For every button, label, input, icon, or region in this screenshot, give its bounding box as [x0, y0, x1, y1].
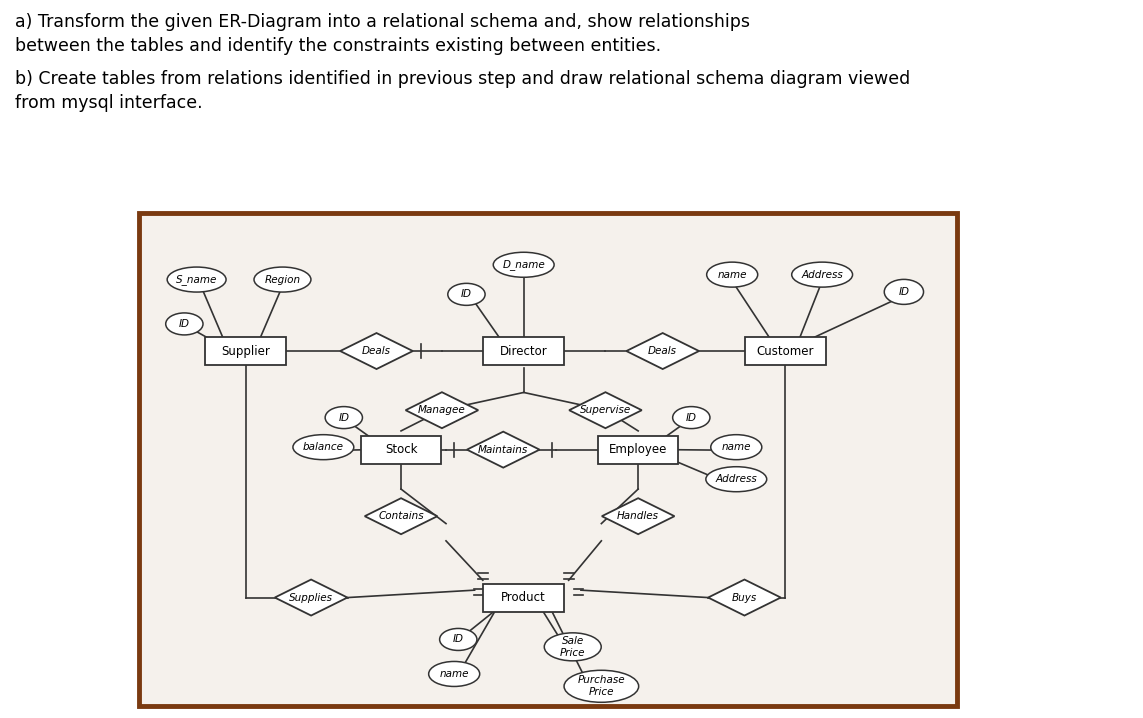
Text: ID: ID — [898, 287, 910, 297]
Polygon shape — [709, 579, 781, 615]
Text: name: name — [439, 669, 469, 679]
Text: Stock: Stock — [385, 443, 417, 456]
Text: Employee: Employee — [609, 443, 668, 456]
Ellipse shape — [325, 406, 362, 429]
Text: Supplies: Supplies — [289, 592, 333, 602]
Polygon shape — [274, 579, 347, 615]
Text: balance: balance — [303, 442, 344, 452]
Ellipse shape — [706, 262, 758, 287]
Text: Purchase
Price: Purchase Price — [577, 676, 625, 697]
Text: name: name — [721, 442, 751, 452]
Ellipse shape — [711, 434, 761, 460]
Text: Product: Product — [502, 591, 546, 604]
Text: Maintains: Maintains — [478, 444, 528, 454]
Text: Address: Address — [801, 270, 844, 279]
Text: ID: ID — [686, 413, 697, 423]
Text: Buys: Buys — [732, 592, 757, 602]
Text: Address: Address — [716, 474, 757, 484]
Ellipse shape — [672, 406, 710, 429]
Text: Director: Director — [499, 345, 547, 358]
Text: ID: ID — [453, 635, 464, 645]
Ellipse shape — [166, 313, 203, 335]
Ellipse shape — [293, 434, 354, 460]
Ellipse shape — [429, 661, 480, 686]
Text: Sale
Price: Sale Price — [560, 636, 585, 658]
FancyBboxPatch shape — [598, 436, 679, 464]
Text: b) Create tables from relations identified in previous step and draw relational : b) Create tables from relations identifi… — [15, 70, 910, 111]
Text: ID: ID — [461, 289, 472, 299]
Text: ID: ID — [178, 319, 190, 329]
Text: Handles: Handles — [617, 511, 660, 521]
Text: Supervise: Supervise — [580, 405, 631, 415]
Text: ID: ID — [338, 413, 350, 423]
Ellipse shape — [167, 267, 226, 292]
Ellipse shape — [885, 279, 924, 304]
Text: D_name: D_name — [502, 259, 545, 270]
Polygon shape — [341, 333, 413, 369]
FancyBboxPatch shape — [745, 337, 825, 365]
Ellipse shape — [706, 467, 767, 492]
Text: a) Transform the given ER-Diagram into a relational schema and, show relationshi: a) Transform the given ER-Diagram into a… — [15, 13, 750, 55]
Text: Region: Region — [264, 274, 301, 284]
Polygon shape — [365, 498, 438, 534]
Polygon shape — [602, 498, 674, 534]
Ellipse shape — [494, 252, 554, 277]
Ellipse shape — [544, 633, 601, 661]
Polygon shape — [569, 392, 641, 428]
FancyBboxPatch shape — [361, 436, 441, 464]
FancyBboxPatch shape — [483, 584, 563, 612]
FancyBboxPatch shape — [483, 337, 563, 365]
Text: Contains: Contains — [378, 511, 424, 521]
Text: name: name — [718, 270, 746, 279]
Text: Customer: Customer — [757, 345, 814, 358]
Ellipse shape — [440, 628, 477, 651]
Ellipse shape — [792, 262, 853, 287]
Text: Supplier: Supplier — [222, 345, 270, 358]
Ellipse shape — [448, 284, 485, 305]
Ellipse shape — [563, 671, 639, 702]
Polygon shape — [406, 392, 478, 428]
Polygon shape — [467, 432, 539, 467]
Text: S_name: S_name — [176, 274, 217, 285]
Polygon shape — [626, 333, 700, 369]
Ellipse shape — [254, 267, 311, 292]
FancyBboxPatch shape — [139, 213, 957, 706]
Text: Deals: Deals — [648, 346, 677, 356]
FancyBboxPatch shape — [206, 337, 286, 365]
Text: Managee: Managee — [418, 405, 466, 415]
Text: Deals: Deals — [362, 346, 391, 356]
